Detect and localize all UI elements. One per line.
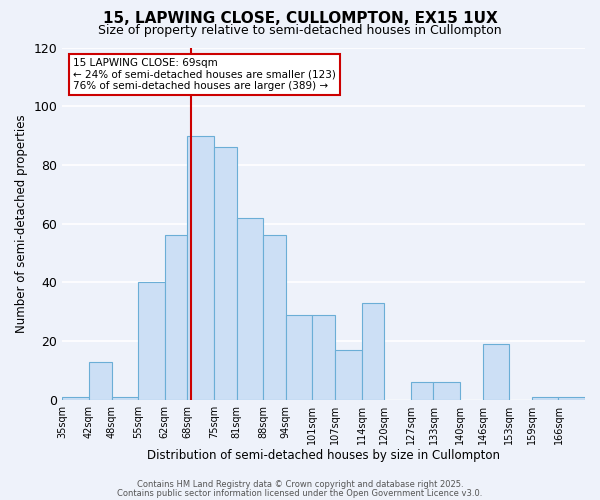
Bar — [164, 236, 187, 400]
Y-axis label: Number of semi-detached properties: Number of semi-detached properties — [15, 114, 28, 333]
Bar — [483, 344, 509, 400]
Bar — [411, 382, 433, 400]
Bar — [138, 282, 164, 400]
Bar — [62, 397, 89, 400]
Text: Contains HM Land Registry data © Crown copyright and database right 2025.: Contains HM Land Registry data © Crown c… — [137, 480, 463, 489]
Bar — [112, 397, 138, 400]
Bar — [187, 136, 214, 400]
Bar — [532, 397, 559, 400]
Text: Contains public sector information licensed under the Open Government Licence v3: Contains public sector information licen… — [118, 488, 482, 498]
Bar — [214, 148, 236, 400]
Bar — [286, 314, 312, 400]
Bar — [433, 382, 460, 400]
Bar — [263, 236, 286, 400]
Bar — [559, 397, 585, 400]
Text: Size of property relative to semi-detached houses in Cullompton: Size of property relative to semi-detach… — [98, 24, 502, 37]
Bar — [362, 303, 384, 400]
X-axis label: Distribution of semi-detached houses by size in Cullompton: Distribution of semi-detached houses by … — [147, 450, 500, 462]
Bar — [312, 314, 335, 400]
Bar — [89, 362, 112, 400]
Text: 15 LAPWING CLOSE: 69sqm
← 24% of semi-detached houses are smaller (123)
76% of s: 15 LAPWING CLOSE: 69sqm ← 24% of semi-de… — [73, 58, 335, 92]
Bar — [236, 218, 263, 400]
Bar — [335, 350, 362, 400]
Text: 15, LAPWING CLOSE, CULLOMPTON, EX15 1UX: 15, LAPWING CLOSE, CULLOMPTON, EX15 1UX — [103, 11, 497, 26]
